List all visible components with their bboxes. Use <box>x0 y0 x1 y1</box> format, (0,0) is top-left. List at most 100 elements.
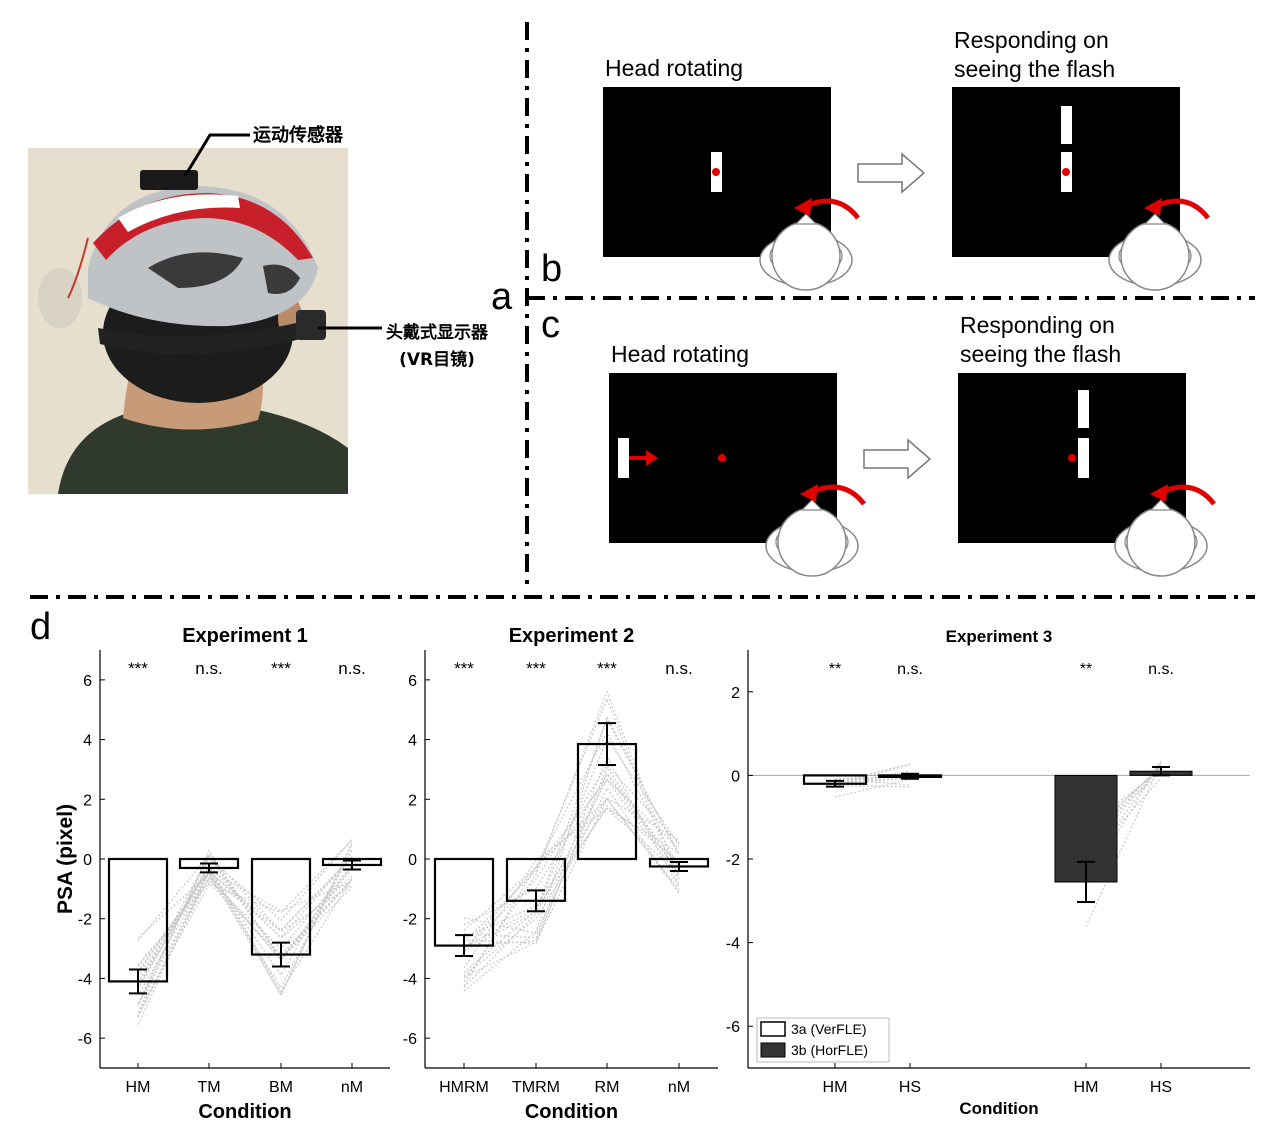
significance-label: *** <box>271 659 291 678</box>
y-tick-label: 6 <box>83 673 92 690</box>
panel-c-right-title: Responding on seeing the flash <box>960 311 1121 369</box>
x-tick-label: HS <box>1150 1079 1172 1096</box>
subject-line <box>463 755 680 939</box>
x-tick-label: TM <box>197 1079 220 1096</box>
x-tick-label: RM <box>595 1079 620 1096</box>
legend-swatch <box>760 1042 786 1058</box>
x-tick-label: BM <box>269 1079 293 1096</box>
subject-line <box>1085 764 1162 854</box>
subject-line <box>463 697 680 943</box>
subject-line <box>463 797 680 938</box>
y-tick-label: 0 <box>731 768 740 785</box>
x-tick-label: HS <box>899 1079 921 1096</box>
subject-line <box>1085 762 1162 849</box>
subject-line <box>1085 777 1162 862</box>
subject-line <box>137 844 353 997</box>
panel-letter-b: b <box>541 248 563 290</box>
panel-b-diagram <box>603 87 1210 291</box>
x-axis-label: Condition <box>198 1101 291 1123</box>
subject-line <box>137 864 353 993</box>
legend-swatch <box>760 1021 786 1037</box>
subject-line <box>463 807 680 949</box>
significance-label: n.s. <box>195 659 222 678</box>
subject-line <box>137 854 353 988</box>
subject-line <box>463 797 680 987</box>
y-tick-label: -4 <box>403 971 417 988</box>
y-tick-label: -2 <box>726 852 740 869</box>
subject-line <box>463 804 680 977</box>
legend-label: 3b (HorFLE) <box>791 1042 868 1058</box>
subject-line <box>1085 762 1162 927</box>
subject-line <box>137 856 353 972</box>
subject-line <box>463 808 680 969</box>
rotation-arrow-icon <box>794 198 860 220</box>
x-tick-label: HM <box>126 1079 151 1096</box>
photo-callouts <box>183 133 382 330</box>
bar <box>250 857 312 956</box>
significance-label: n.s. <box>1148 661 1174 678</box>
subject-line <box>463 737 680 952</box>
subject-line <box>137 839 353 1004</box>
significance-label: *** <box>597 659 617 678</box>
x-tick-label: nM <box>668 1079 690 1096</box>
subject-line <box>463 718 680 974</box>
panel-c-right-title-line1: Responding on <box>960 312 1115 338</box>
panel-c-diagram <box>609 373 1216 577</box>
subject-line <box>463 764 680 951</box>
y-tick-label: 6 <box>408 673 417 690</box>
chart-title: Experiment 3 <box>946 627 1053 646</box>
y-tick-label: -4 <box>78 971 92 988</box>
significance-label: ** <box>1080 661 1092 678</box>
y-tick-label: 2 <box>83 792 92 809</box>
legend-label: 3a (VerFLE) <box>791 1021 866 1037</box>
subject-line <box>137 869 353 1018</box>
panel-letter-d: d <box>30 606 52 648</box>
y-tick-label: 4 <box>83 733 92 750</box>
arrow-right-icon <box>863 438 932 480</box>
x-tick-label: HM <box>823 1079 848 1096</box>
y-tick-label: -2 <box>78 912 92 929</box>
subject-line <box>463 797 680 978</box>
y-tick-label: 4 <box>408 733 417 750</box>
subject-line <box>834 775 911 780</box>
x-tick-label: nM <box>341 1079 363 1096</box>
y-tick-label: 2 <box>408 792 417 809</box>
significance-label: n.s. <box>897 661 923 678</box>
subject-line <box>834 784 911 788</box>
y-tick-label: -6 <box>403 1031 417 1048</box>
subject-line <box>137 865 353 990</box>
rotation-arrow-icon <box>1150 484 1216 506</box>
bar <box>433 857 495 947</box>
subject-line <box>463 778 680 988</box>
hmd-label: 头戴式显示器 (VR目镜) <box>386 318 488 370</box>
x-axis-label: Condition <box>959 1099 1038 1118</box>
subject-line <box>463 731 680 951</box>
sensor-label: 运动传感器 <box>253 125 343 146</box>
panel-c-left-title: Head rotating <box>611 341 750 367</box>
y-tick-label: -6 <box>726 1019 740 1036</box>
x-axis-label: Condition <box>525 1101 618 1123</box>
chart-title: Experiment 2 <box>509 625 635 647</box>
subject-line <box>137 876 353 1005</box>
significance-label: ** <box>829 661 841 678</box>
x-tick-label: HMRM <box>439 1079 489 1096</box>
subject-line <box>463 786 680 935</box>
panel-letter-c: c <box>541 304 560 346</box>
y-tick-label: -6 <box>78 1031 92 1048</box>
helmet-photo <box>28 148 348 494</box>
subject-line <box>137 865 353 966</box>
subject-line <box>463 773 680 926</box>
y-tick-label: 0 <box>408 852 417 869</box>
subject-line <box>463 765 680 945</box>
hmd-label-line1: 头戴式显示器 <box>386 323 488 343</box>
hmd-label-line2: (VR目镜) <box>399 350 475 370</box>
significance-label: *** <box>526 659 546 678</box>
subject-line <box>137 878 353 967</box>
y-tick-label: 0 <box>83 852 92 869</box>
y-axis-label: PSA (pixel) <box>54 804 77 914</box>
panel-c-right-title-line2: seeing the flash <box>960 341 1122 367</box>
significance-label: n.s. <box>665 659 692 678</box>
subject-line <box>834 778 911 798</box>
subject-line <box>834 770 911 785</box>
